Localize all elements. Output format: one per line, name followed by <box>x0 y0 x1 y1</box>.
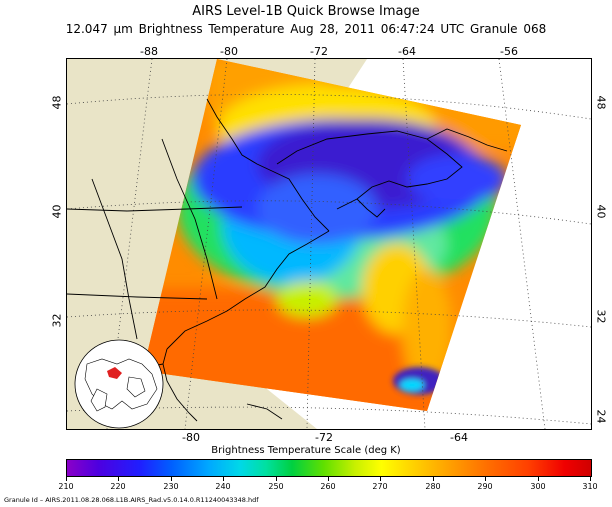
colorbar-tick <box>380 477 381 481</box>
colorbar-tick <box>433 477 434 481</box>
colorbar-tick-label: 300 <box>530 482 546 491</box>
left-lat-label-2: 40 <box>50 204 64 219</box>
colorbar-tick-label: 240 <box>215 482 231 491</box>
colorbar-tick <box>171 477 172 481</box>
coastlines <box>67 98 508 422</box>
colorbar-tick-label: 220 <box>110 482 126 491</box>
colorbar-title: Brightness Temperature Scale (deg K) <box>211 445 401 456</box>
right-lat-label-1: 48 <box>594 95 608 110</box>
map-canvas <box>67 59 591 429</box>
colorbar-tick <box>538 477 539 481</box>
colorbar-tick-label: 260 <box>320 482 336 491</box>
image-subtitle: 12.047 μm Brightness Temperature Aug 28,… <box>65 22 547 36</box>
colorbar-tick-label: 230 <box>163 482 179 491</box>
colorbar-tick-label: 290 <box>477 482 493 491</box>
granule-id: Granule Id – AIRS.2011.08.28.068.L1B.AIR… <box>4 496 259 504</box>
right-lat-label-3: 32 <box>594 309 608 324</box>
top-lon-label-5: -56 <box>500 45 518 58</box>
left-lat-label-3: 32 <box>50 313 64 328</box>
right-lat-label-2: 40 <box>594 204 608 219</box>
colorbar-tick <box>223 477 224 481</box>
colorbar-tick <box>276 477 277 481</box>
colorbar-tick-label: 270 <box>372 482 388 491</box>
top-lon-label-3: -72 <box>310 45 328 58</box>
map-panel <box>66 58 592 430</box>
world-inset-globe <box>74 339 164 429</box>
image-title: AIRS Level-1B Quick Browse Image <box>192 4 420 19</box>
colorbar-tick-label: 310 <box>582 482 598 491</box>
top-lon-label-2: -80 <box>220 45 238 58</box>
colorbar-tick <box>590 477 591 481</box>
top-lon-label-1: -88 <box>140 45 158 58</box>
colorbar <box>66 459 592 477</box>
colorbar-tick-label: 280 <box>425 482 441 491</box>
top-lon-label-4: -64 <box>398 45 416 58</box>
right-lat-label-4: 24 <box>594 409 608 424</box>
colorbar-tick <box>118 477 119 481</box>
colorbar-tick <box>66 477 67 481</box>
bottom-lon-label-3: -64 <box>450 431 468 444</box>
bottom-lon-label-1: -80 <box>182 431 200 444</box>
left-lat-label-1: 48 <box>50 95 64 110</box>
bottom-lon-label-2: -72 <box>315 431 333 444</box>
colorbar-tick-label: 250 <box>268 482 284 491</box>
colorbar-tick <box>328 477 329 481</box>
colorbar-tick-label: 210 <box>58 482 74 491</box>
colorbar-tick <box>485 477 486 481</box>
